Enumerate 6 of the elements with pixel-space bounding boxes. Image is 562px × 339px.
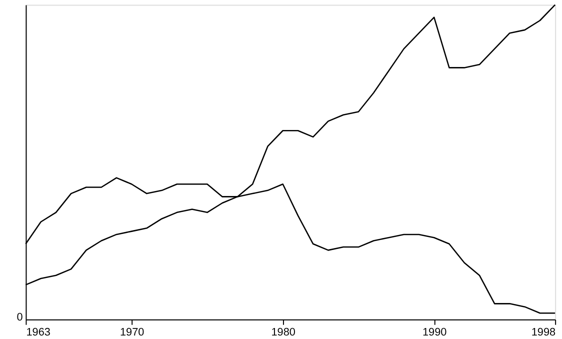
x-tick-label: 1998 (531, 326, 556, 339)
x-tick-label: 1990 (422, 326, 447, 339)
text: 0 (16, 311, 23, 324)
x-tick-label: 1963 (26, 326, 50, 339)
x-tick-label: 1970 (120, 326, 144, 339)
x-tick-label: 1980 (271, 326, 296, 339)
